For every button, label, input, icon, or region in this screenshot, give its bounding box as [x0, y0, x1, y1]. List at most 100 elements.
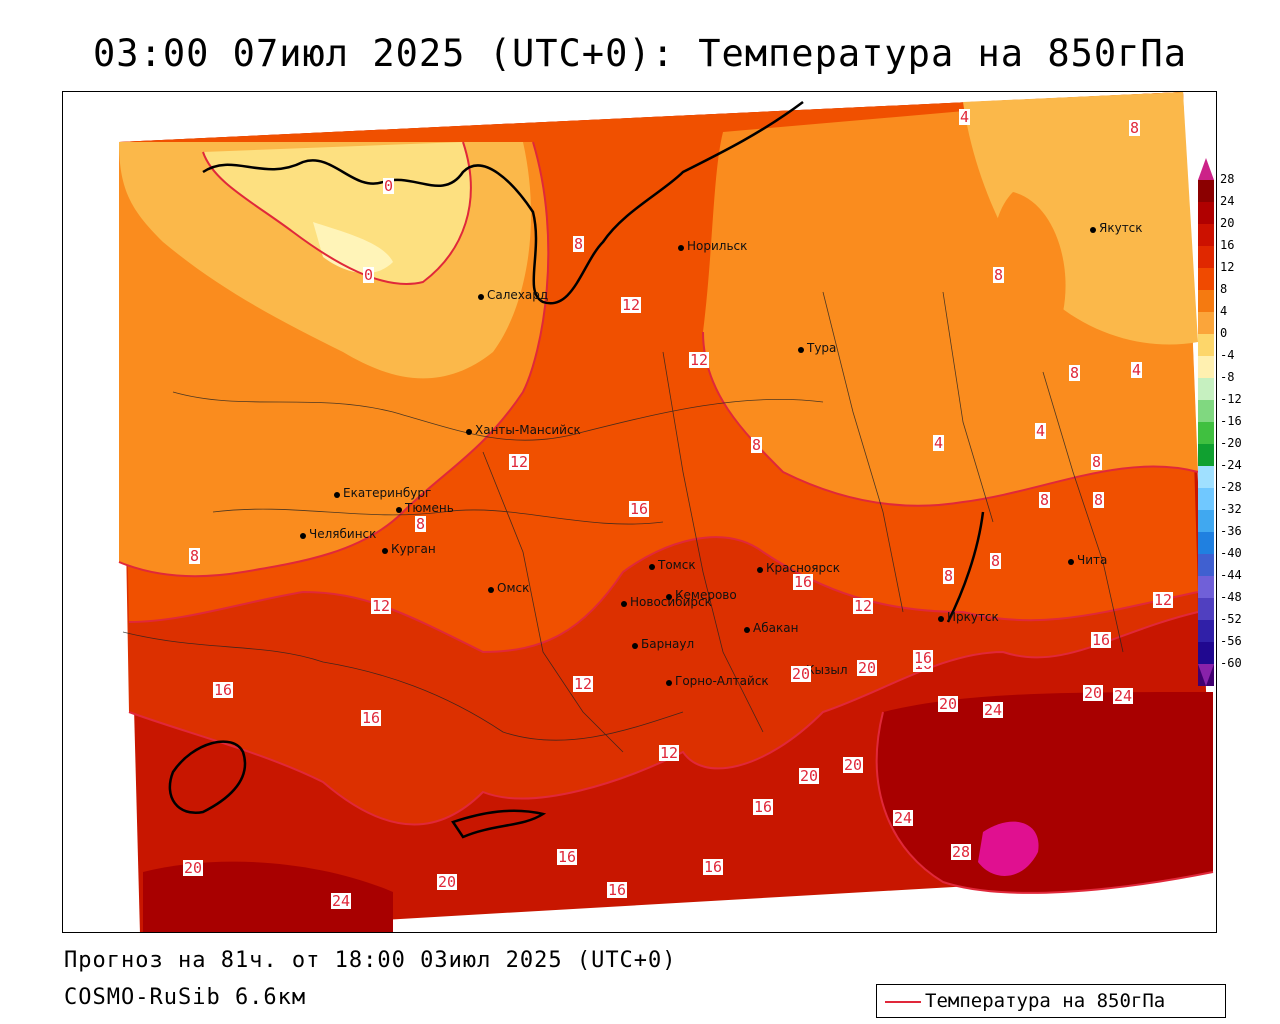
isotherm-label: 12	[371, 597, 392, 615]
scale-tick-label: -60	[1220, 656, 1242, 670]
scale-swatch	[1198, 224, 1214, 247]
isotherm-label: 12	[1153, 591, 1174, 609]
scale-swatch	[1198, 180, 1214, 203]
scale-swatch	[1198, 554, 1214, 577]
isotherm-label: 20	[843, 756, 864, 774]
isotherm-label: 16	[607, 881, 628, 899]
band-4-east	[963, 92, 1198, 345]
city-label: Чита	[1077, 553, 1108, 567]
isotherm-label: 8	[1093, 491, 1105, 509]
scale-tick-label: 20	[1220, 216, 1235, 230]
band-24-sw	[143, 861, 393, 932]
scale-swatch	[1198, 576, 1214, 599]
scale-tick-label: 0	[1220, 326, 1228, 340]
isotherm-label: 8	[415, 515, 427, 533]
isotherm-label: 20	[1083, 684, 1104, 702]
scale-swatch	[1198, 334, 1214, 357]
isotherm-label: 12	[853, 597, 874, 615]
isotherm-label: 20	[437, 873, 458, 891]
city-label: Курган	[391, 542, 436, 556]
map-area[interactable]: Норильск Салехард Тура Якутск Ханты-Мансийск…	[62, 91, 1217, 933]
city-label: Челябинск	[309, 527, 377, 541]
scale-swatch	[1198, 598, 1214, 621]
scale-tick-label: 4	[1220, 304, 1228, 318]
scale-swatch	[1198, 356, 1214, 379]
scale-tick-label: -20	[1220, 436, 1242, 450]
scale-tick-label: 28	[1220, 172, 1235, 186]
scale-swatch	[1198, 400, 1214, 423]
isotherm-label: 20	[183, 859, 204, 877]
legend-line-swatch	[885, 1001, 921, 1003]
isotherm-label: 8	[990, 552, 1002, 570]
scale-swatch	[1198, 466, 1214, 489]
isotherm-label: 8	[1069, 364, 1081, 382]
city-label: Салехард	[487, 288, 549, 302]
isotherm-label: 0	[363, 266, 375, 284]
isotherm-label: 16	[1091, 631, 1112, 649]
warm-spot-east	[991, 192, 1066, 330]
map-title: 03:00 07июл 2025 (UTC+0): Температура на…	[93, 32, 1187, 75]
isotherm-label: 24	[331, 892, 352, 910]
city-dot	[649, 564, 655, 570]
temperature-field	[63, 92, 1216, 932]
isotherm-label: 8	[1091, 453, 1103, 471]
city-dot	[1068, 559, 1074, 565]
scale-swatch	[1198, 202, 1214, 225]
city-label: Ханты-Мансийск	[475, 423, 581, 437]
city-label: Красноярск	[766, 561, 840, 575]
isotherm-label: 12	[659, 744, 680, 762]
isotherm-label: 28	[951, 843, 972, 861]
isotherm-label: 4	[1131, 361, 1143, 379]
scale-tick-label: -4	[1220, 348, 1235, 362]
city-dot	[798, 347, 804, 353]
city-dot	[478, 294, 484, 300]
city-label: Тура	[807, 341, 837, 355]
band-neg	[313, 222, 393, 274]
scale-swatch	[1198, 422, 1214, 445]
city-dot	[1090, 227, 1096, 233]
isotherm-label: 20	[857, 659, 878, 677]
city-dot	[757, 567, 763, 573]
scale-swatch	[1198, 510, 1214, 533]
isotherm-label: 16	[753, 798, 774, 816]
city-label: Горно-Алтайск	[675, 674, 769, 688]
isotherm-label: 12	[509, 453, 530, 471]
legend-label: Температура на 850гПа	[925, 990, 1166, 1012]
isotherm-label: 20	[791, 665, 812, 683]
city-label: Якутск	[1099, 221, 1143, 235]
isotherm-label: 16	[629, 500, 650, 518]
scale-tick-label: -56	[1220, 634, 1242, 648]
isotherm-label: 24	[1113, 687, 1134, 705]
isotherm-label: 24	[983, 701, 1004, 719]
scale-tick-label: -32	[1220, 502, 1242, 516]
city-label: Томск	[658, 558, 696, 572]
city-label: Абакан	[753, 621, 799, 635]
city-dot	[466, 429, 472, 435]
forecast-info: Прогноз на 81ч. от 18:00 03июл 2025 (UTC…	[64, 948, 677, 973]
scale-bottom-arrow	[1198, 664, 1214, 686]
isotherm-label: 8	[943, 567, 955, 585]
color-scale-bar	[1198, 158, 1214, 686]
city-label: Иркутск	[947, 610, 999, 624]
city-dot	[678, 245, 684, 251]
scale-tick-label: 12	[1220, 260, 1235, 274]
scale-swatch	[1198, 642, 1214, 665]
isotherm-label: 4	[933, 434, 945, 452]
city-label: Екатеринбург	[343, 486, 432, 500]
isotherm-label: 12	[621, 296, 642, 314]
city-dot	[300, 533, 306, 539]
isotherm-label: 24	[893, 809, 914, 827]
city-dot	[621, 601, 627, 607]
isotherm-label: 16	[557, 848, 578, 866]
scale-tick-label: -8	[1220, 370, 1235, 384]
isotherm-label: 8	[1129, 119, 1141, 137]
city-label: Омск	[497, 581, 530, 595]
isotherm-label: 8	[751, 436, 763, 454]
isotherm-label: 0	[383, 177, 395, 195]
legend-box: Температура на 850гПа	[876, 984, 1226, 1018]
city-dot	[396, 507, 402, 513]
scale-tick-label: -16	[1220, 414, 1242, 428]
isotherm-label: 8	[993, 266, 1005, 284]
city-dot	[938, 616, 944, 622]
isotherm-label: 12	[573, 675, 594, 693]
